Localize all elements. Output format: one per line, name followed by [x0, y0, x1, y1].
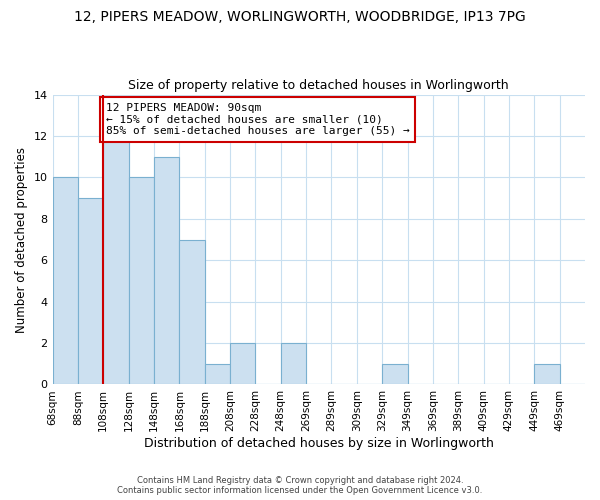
Bar	[154, 156, 179, 384]
Title: Size of property relative to detached houses in Worlingworth: Size of property relative to detached ho…	[128, 79, 509, 92]
Bar	[230, 343, 256, 384]
Bar	[281, 343, 306, 384]
Bar	[103, 136, 128, 384]
Bar	[382, 364, 407, 384]
Text: 12, PIPERS MEADOW, WORLINGWORTH, WOODBRIDGE, IP13 7PG: 12, PIPERS MEADOW, WORLINGWORTH, WOODBRI…	[74, 10, 526, 24]
Bar	[128, 178, 154, 384]
Bar	[179, 240, 205, 384]
Bar	[78, 198, 103, 384]
Text: Contains HM Land Registry data © Crown copyright and database right 2024.
Contai: Contains HM Land Registry data © Crown c…	[118, 476, 482, 495]
X-axis label: Distribution of detached houses by size in Worlingworth: Distribution of detached houses by size …	[144, 437, 494, 450]
Text: 12 PIPERS MEADOW: 90sqm
← 15% of detached houses are smaller (10)
85% of semi-de: 12 PIPERS MEADOW: 90sqm ← 15% of detache…	[106, 103, 410, 136]
Bar	[534, 364, 560, 384]
Bar	[53, 178, 78, 384]
Y-axis label: Number of detached properties: Number of detached properties	[15, 146, 28, 332]
Bar	[205, 364, 230, 384]
